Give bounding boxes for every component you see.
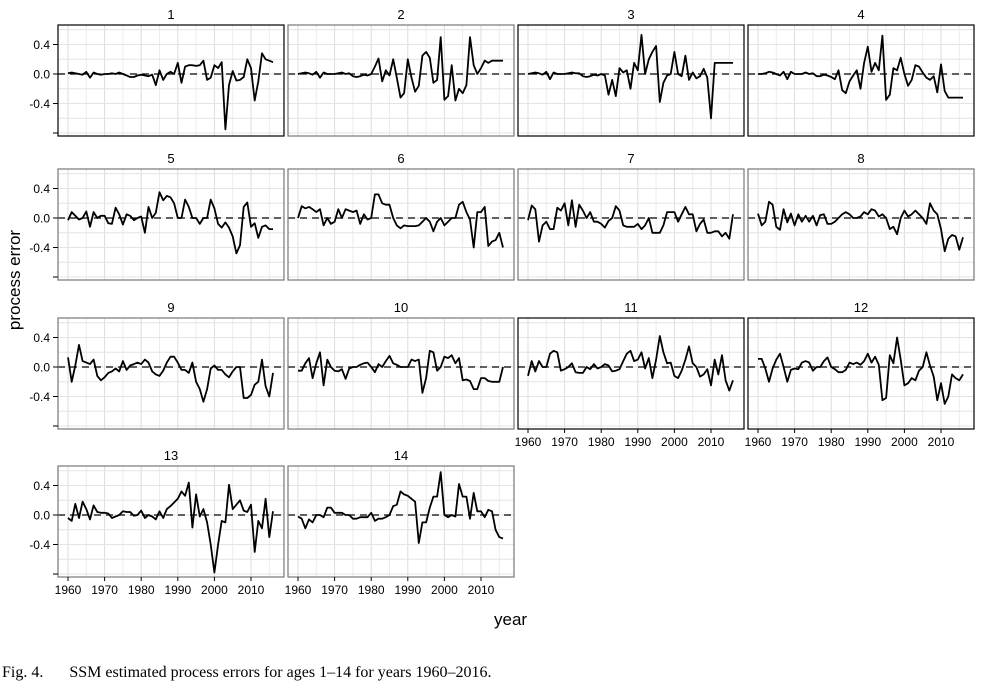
facet-panel-7: 7 bbox=[517, 151, 745, 281]
x-tick-label: 1970 bbox=[551, 435, 578, 449]
panel-frame bbox=[747, 168, 975, 281]
panel-frame bbox=[57, 465, 285, 578]
x-tick-label: 2000 bbox=[201, 583, 228, 597]
y-tick-label: 0.4 bbox=[33, 479, 50, 493]
x-tick-label: 2010 bbox=[238, 583, 265, 597]
x-tick-label: 2000 bbox=[431, 583, 458, 597]
process-error-line bbox=[67, 191, 273, 255]
x-tick-label: 1960 bbox=[515, 435, 542, 449]
panel-frame bbox=[57, 168, 285, 281]
x-tick-label: 1990 bbox=[854, 435, 881, 449]
panel-frame bbox=[747, 317, 975, 430]
y-tick-label: -0.4 bbox=[29, 390, 50, 404]
facet-panel-6: 6 bbox=[287, 151, 515, 281]
facet-panel-8: 8 bbox=[747, 151, 975, 281]
facet-panel-14: 14 1960 1970 1980 1990 2000 2010 bbox=[285, 448, 515, 597]
x-tick-label: 1990 bbox=[394, 583, 421, 597]
y-tick-label: 0.4 bbox=[33, 331, 50, 345]
facet-title: 4 bbox=[857, 7, 864, 22]
process-error-line bbox=[527, 199, 734, 243]
facet-title: 5 bbox=[167, 151, 174, 166]
x-tick-label: 1990 bbox=[624, 435, 651, 449]
facet-title: 11 bbox=[624, 300, 638, 315]
facet-title: 6 bbox=[397, 151, 404, 166]
process-error-line bbox=[527, 335, 734, 392]
x-tick-label: 1960 bbox=[285, 583, 312, 597]
x-tick-label: 2010 bbox=[698, 435, 725, 449]
panel-frame bbox=[287, 168, 515, 281]
x-tick-label: 1960 bbox=[745, 435, 772, 449]
process-error-line bbox=[298, 349, 504, 394]
x-tick-label: 1970 bbox=[91, 583, 118, 597]
process-error-line bbox=[527, 34, 733, 120]
y-tick-label: -0.4 bbox=[29, 241, 50, 255]
process-error-line bbox=[757, 200, 964, 253]
process-error-line bbox=[297, 471, 504, 544]
x-tick-label: 1960 bbox=[55, 583, 82, 597]
y-tick-label: 0.4 bbox=[33, 182, 50, 196]
x-tick-label: 1970 bbox=[781, 435, 808, 449]
panel-frame bbox=[287, 24, 515, 137]
process-error-line bbox=[67, 52, 274, 131]
x-tick-label: 1970 bbox=[321, 583, 348, 597]
x-tick-label: 2010 bbox=[928, 435, 955, 449]
panel-frame bbox=[287, 317, 515, 430]
caption-text: SSM estimated process errors for ages 1–… bbox=[69, 664, 492, 681]
y-tick-label: 0.0 bbox=[33, 361, 50, 375]
panel-frame bbox=[287, 465, 515, 578]
x-tick-label: 1980 bbox=[358, 583, 385, 597]
y-tick-label: 0.4 bbox=[33, 38, 50, 52]
facet-panel-11: 11 1960 1970 1980 1990 2000 2010 bbox=[515, 300, 745, 449]
facet-title: 3 bbox=[627, 7, 634, 22]
y-tick-label: -0.4 bbox=[29, 538, 50, 552]
panel-frame bbox=[517, 24, 745, 137]
facet-panel-4: 4 bbox=[747, 7, 975, 137]
y-tick-label: 0.0 bbox=[33, 68, 50, 82]
process-error-line bbox=[297, 36, 503, 102]
x-tick-label: 1980 bbox=[818, 435, 845, 449]
x-tick-label: 1980 bbox=[128, 583, 155, 597]
panel-frame bbox=[747, 24, 975, 137]
facet-title: 10 bbox=[394, 300, 408, 315]
facet-title: 14 bbox=[394, 448, 408, 463]
facet-title: 8 bbox=[857, 151, 864, 166]
facet-panel-10: 10 bbox=[287, 300, 515, 430]
facet-panel-2: 2 bbox=[287, 7, 515, 137]
facet-title: 12 bbox=[854, 300, 868, 315]
facet-panel-1: 1 0.4 0.0 -0.4 bbox=[29, 7, 285, 137]
facet-title: 7 bbox=[627, 151, 634, 166]
plot-canvas: 10.40.0-0.42 3 450.40.0-0.46 7 890.40.0-0.41… bbox=[29, 7, 975, 597]
panel-frame bbox=[517, 317, 745, 430]
x-tick-label: 1990 bbox=[164, 583, 191, 597]
facet-title: 9 bbox=[167, 300, 174, 315]
facet-panel-12: 12 1960 1970 1980 1990 2000 2010 bbox=[745, 300, 975, 449]
y-tick-label: -0.4 bbox=[29, 97, 50, 111]
caption-label: Fig. 4. bbox=[2, 664, 44, 681]
x-tick-label: 2000 bbox=[891, 435, 918, 449]
facet-panel-5: 5 0.4 0.0 -0.4 bbox=[29, 151, 285, 281]
process-error-line bbox=[67, 343, 274, 403]
x-tick-label: 2010 bbox=[468, 583, 495, 597]
facet-panel-9: 9 0.4 0.0 -0.4 bbox=[29, 300, 285, 430]
facet-title: 2 bbox=[397, 7, 404, 22]
panel-frame bbox=[517, 168, 745, 281]
y-axis-label: process error bbox=[5, 229, 24, 331]
process-error-line bbox=[758, 336, 964, 405]
facet-panel-13: 13 0.4 0.0 -0.4 1960 1970 1980 1990 2000 2010 bbox=[29, 448, 285, 597]
process-error-line bbox=[297, 193, 504, 249]
facet-title: 13 bbox=[164, 448, 178, 463]
facet-title: 1 bbox=[167, 7, 174, 22]
process-error-line bbox=[758, 34, 963, 101]
facet-panel-3: 3 bbox=[517, 7, 745, 137]
process-error-line bbox=[67, 481, 274, 574]
x-axis-label: year bbox=[494, 610, 528, 629]
y-tick-label: 0.0 bbox=[33, 212, 50, 226]
figure-caption: Fig. 4. SSM estimated process errors for … bbox=[2, 664, 491, 682]
panel-frame bbox=[57, 317, 285, 430]
panel-frame bbox=[57, 24, 285, 137]
x-tick-label: 1980 bbox=[588, 435, 615, 449]
x-tick-label: 2000 bbox=[661, 435, 688, 449]
y-tick-label: 0.0 bbox=[33, 509, 50, 523]
